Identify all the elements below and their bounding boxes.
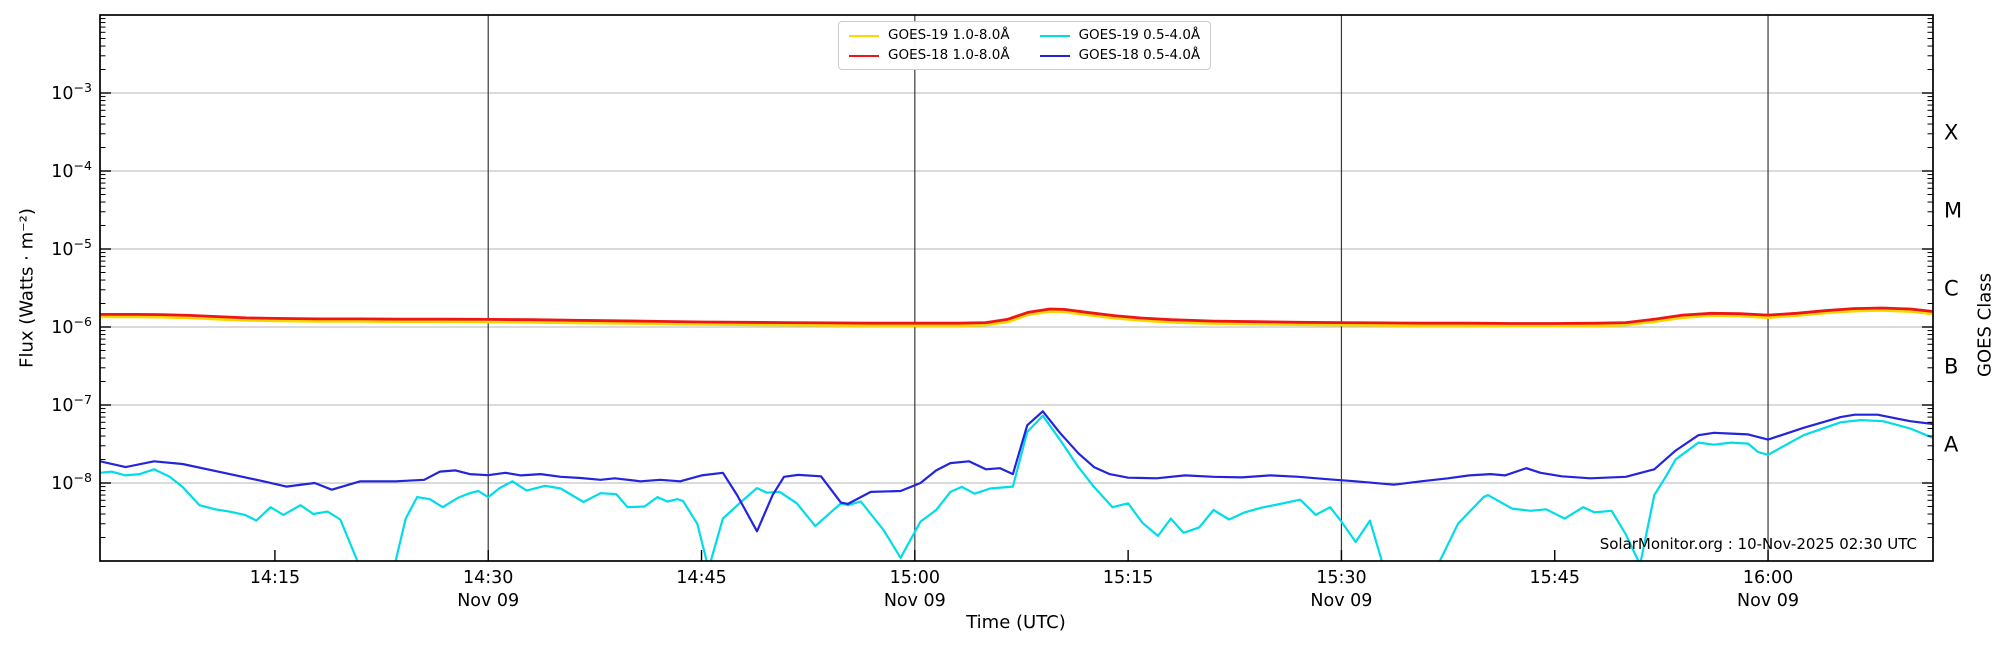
legend-item-goes19-short: GOES-19 0.5-4.0Å xyxy=(1039,27,1201,44)
goes-class-letter: B xyxy=(1944,355,1958,379)
x-tick-label: 15:00 xyxy=(890,568,940,588)
legend-label: GOES-18 1.0-8.0Å xyxy=(888,47,1010,63)
legend-item-goes18-long: GOES-18 1.0-8.0Å xyxy=(849,47,1010,64)
legend-label: GOES-19 1.0-8.0Å xyxy=(888,27,1010,43)
legend-swatch-goes18-long xyxy=(849,54,879,57)
series-goes19-long-line xyxy=(100,309,1933,328)
goes-class-letter: A xyxy=(1944,433,1959,457)
x-tick-label: 14:15 xyxy=(250,568,300,588)
goes-class-letter: C xyxy=(1944,277,1959,301)
y-axis-label: Flux (Watts · m⁻²) xyxy=(16,208,38,368)
series-goes18-short-line xyxy=(100,410,1933,533)
y-tick-label: 10−8 xyxy=(51,470,92,494)
x-tick-label: 15:45 xyxy=(1530,568,1580,588)
legend-label: GOES-18 0.5-4.0Å xyxy=(1078,47,1201,63)
y-tick-label: 10−3 xyxy=(51,80,92,104)
y-tick-label: 10−7 xyxy=(51,392,92,416)
legend-swatch-goes18-short xyxy=(1039,54,1070,57)
goes-class-letter: M xyxy=(1944,199,1962,223)
x-tick-date-label: Nov 09 xyxy=(1310,591,1372,611)
x-tick-label: 15:30 xyxy=(1316,568,1366,588)
plot-border xyxy=(99,14,1934,562)
x-tick-label: 16:00 xyxy=(1743,568,1793,588)
x-tick-date-label: Nov 09 xyxy=(884,591,946,611)
legend-box: GOES-19 1.0-8.0Å GOES-18 1.0-8.0Å GOES-19 … xyxy=(838,21,1212,70)
x-tick-label: 14:45 xyxy=(676,568,726,588)
watermark-text: SolarMonitor.org : 10-Nov-2025 02:30 UTC xyxy=(1599,535,1917,553)
legend-item-goes18-short: GOES-18 0.5-4.0Å xyxy=(1039,47,1201,64)
series-goes19-short-line xyxy=(100,414,1933,561)
y-tick-label: 10−6 xyxy=(51,314,92,338)
y-tick-label: 10−5 xyxy=(51,236,92,260)
right-axis-label: GOES Class xyxy=(1974,273,1996,377)
series-goes18-long-line xyxy=(100,306,1933,325)
legend-swatch-goes19-long xyxy=(849,34,879,37)
y-tick-label: 10−4 xyxy=(51,158,92,182)
legend-label: GOES-19 0.5-4.0Å xyxy=(1078,27,1201,43)
x-tick-label: 15:15 xyxy=(1103,568,1153,588)
x-tick-label: 14:30 xyxy=(463,568,513,588)
x-axis-label: Time (UTC) xyxy=(966,612,1066,633)
goes-class-letter: X xyxy=(1944,121,1958,145)
x-tick-date-label: Nov 09 xyxy=(1737,591,1799,611)
legend-swatch-goes19-short xyxy=(1039,34,1070,37)
x-tick-date-label: Nov 09 xyxy=(457,591,519,611)
legend-item-goes19-long: GOES-19 1.0-8.0Å xyxy=(849,27,1010,44)
